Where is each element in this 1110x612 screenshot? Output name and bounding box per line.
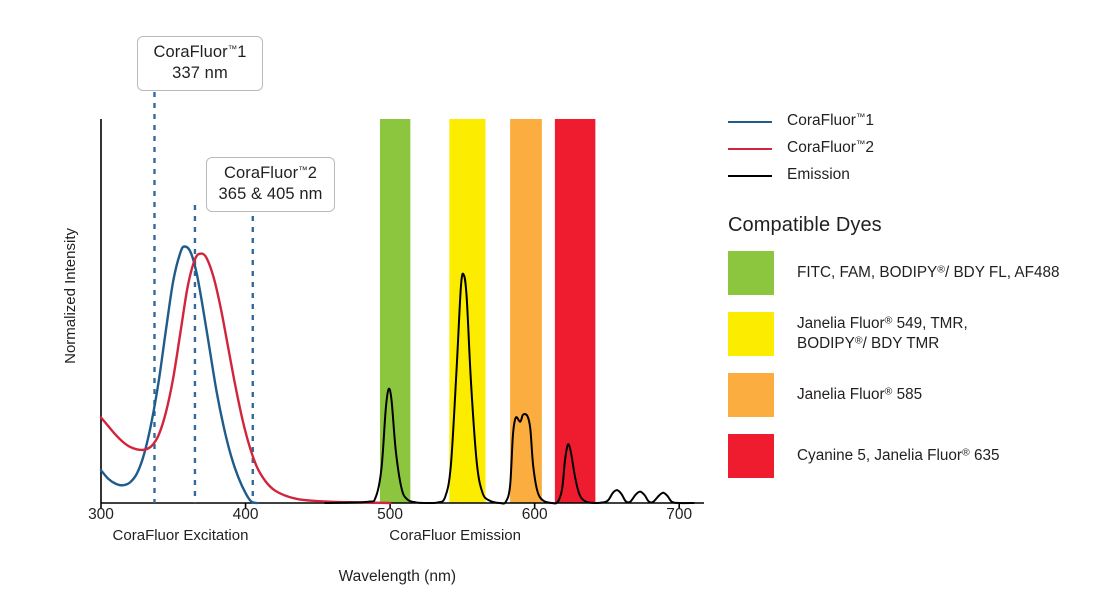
legend-line-swatch-1 (728, 147, 772, 150)
excitation-region-label: CoraFluor Excitation (112, 527, 249, 544)
emission-region-label: CoraFluor Emission (389, 527, 521, 544)
dye-legend-row-2: Janelia Fluor® 585 (728, 371, 1100, 419)
x-tick-label-500: 500 (377, 506, 404, 523)
y-axis-title: Normalized Intensity (62, 228, 79, 364)
trademark-symbol: ™ (855, 139, 866, 151)
dye-legend-row-0: FITC, FAM, BODIPY®/ BDY FL, AF488 (728, 249, 1100, 297)
legend-line-swatch-2 (728, 174, 772, 177)
dye-legend-label-3-line-0: Cyanine 5, Janelia Fluor® 635 (797, 446, 1000, 466)
trademark-symbol: ™ (298, 164, 308, 176)
registered-symbol: ® (961, 446, 970, 459)
legend-line-row-0: CoraFluor™1 (728, 108, 1100, 135)
dye-label-text-tail: 549, TMR, (892, 314, 968, 332)
curve-emission (324, 272, 695, 505)
callout-corafluor2-line1: CoraFluor™2 (223, 164, 318, 182)
legend-line-label-suffix-0: 1 (865, 112, 875, 130)
x-tick-label-300: 300 (88, 506, 114, 523)
dye-label-text: BODIPY (797, 335, 855, 352)
legend-line-label-base-1: CoraFluor (787, 139, 856, 157)
legend-line-row-1: CoraFluor™2 (728, 135, 1100, 162)
trademark-symbol: ™ (227, 43, 238, 55)
registered-symbol: ® (937, 263, 945, 276)
dye-label-text-tail: / BDY TMR (862, 335, 940, 352)
legend-line-row-2: Emission (728, 162, 1100, 189)
orange-band (510, 119, 542, 503)
dye-label-text-tail: / BDY FL, AF488 (944, 263, 1060, 281)
red-band (554, 119, 596, 503)
dye-legend-label-1-line-0: Janelia Fluor® 549, TMR, (797, 314, 968, 334)
dye-legend-row-3: Cyanine 5, Janelia Fluor® 635 (728, 432, 1100, 480)
dye-label-text: Janelia Fluor (797, 385, 885, 403)
dye-legend-label-2: Janelia Fluor® 585 (797, 385, 922, 405)
callout-corafluor2: CoraFluor™2 365 & 405 nm (206, 157, 335, 213)
dye-legend-label-1-line-1: BODIPY®/ BDY TMR (797, 334, 968, 354)
dye-label-text: FITC, FAM, BODIPY (797, 263, 938, 281)
legend-line-label-base-2: Emission (787, 166, 850, 184)
dye-legend-row-1: Janelia Fluor® 549, TMR, BODIPY®/ BDY TMR (728, 310, 1100, 358)
dye-legend-label-3: Cyanine 5, Janelia Fluor® 635 (797, 446, 1000, 466)
registered-symbol: ® (884, 385, 893, 398)
line-legend: CoraFluor™1 CoraFluor™2 Emission (728, 108, 1100, 189)
legend-line-label-base-0: CoraFluor (787, 112, 856, 130)
legend-line-label-0: CoraFluor™1 (787, 112, 874, 130)
callout-corafluor1-line2: 337 nm (172, 64, 228, 83)
registered-symbol: ® (854, 334, 863, 347)
dye-color-swatch-2 (728, 373, 774, 417)
callout-corafluor1: CoraFluor™1 337 nm (137, 36, 263, 92)
compatible-dyes-title: Compatible Dyes (728, 214, 882, 236)
dye-color-swatch-1 (728, 312, 774, 356)
x-tick-label-600: 600 (521, 506, 548, 523)
legend-line-label-2: Emission (787, 166, 850, 184)
dye-label-text-tail: 635 (969, 446, 1000, 464)
x-axis-title: Wavelength (nm) (338, 568, 457, 585)
dye-color-swatch-3 (728, 434, 774, 478)
dye-label-text: Cyanine 5, Janelia Fluor (797, 446, 962, 464)
legend-line-swatch-0 (728, 120, 772, 123)
dye-color-swatch-0 (728, 251, 774, 295)
curve-corafluor1 (99, 245, 259, 505)
x-tick-label-700: 700 (666, 506, 693, 523)
legend-line-label-suffix-1: 2 (865, 139, 875, 157)
registered-symbol: ® (884, 314, 893, 327)
dye-legend-label-2-line-0: Janelia Fluor® 585 (797, 385, 922, 405)
callout-corafluor2-line2: 365 & 405 nm (218, 185, 323, 204)
x-tick-label-400: 400 (232, 506, 259, 523)
dye-label-text-tail: 585 (892, 385, 923, 403)
dye-legend-label-0: FITC, FAM, BODIPY®/ BDY FL, AF488 (797, 263, 1060, 283)
dye-label-text: Janelia Fluor (797, 314, 885, 332)
trademark-symbol: ™ (855, 112, 866, 124)
dye-legend-label-0-line-0: FITC, FAM, BODIPY®/ BDY FL, AF488 (797, 263, 1060, 283)
legend-line-label-1: CoraFluor™2 (787, 139, 874, 157)
callout-corafluor1-line1: CoraFluor™1 (153, 43, 247, 61)
legend-panel: CoraFluor™1 CoraFluor™2 Emission Compatibl… (728, 108, 1100, 493)
compatible-dyes-list: FITC, FAM, BODIPY®/ BDY FL, AF488 Janelia… (728, 249, 1100, 480)
dye-legend-label-1: Janelia Fluor® 549, TMR, BODIPY®/ BDY TMR (797, 314, 968, 355)
curve-corafluor2 (99, 252, 392, 505)
